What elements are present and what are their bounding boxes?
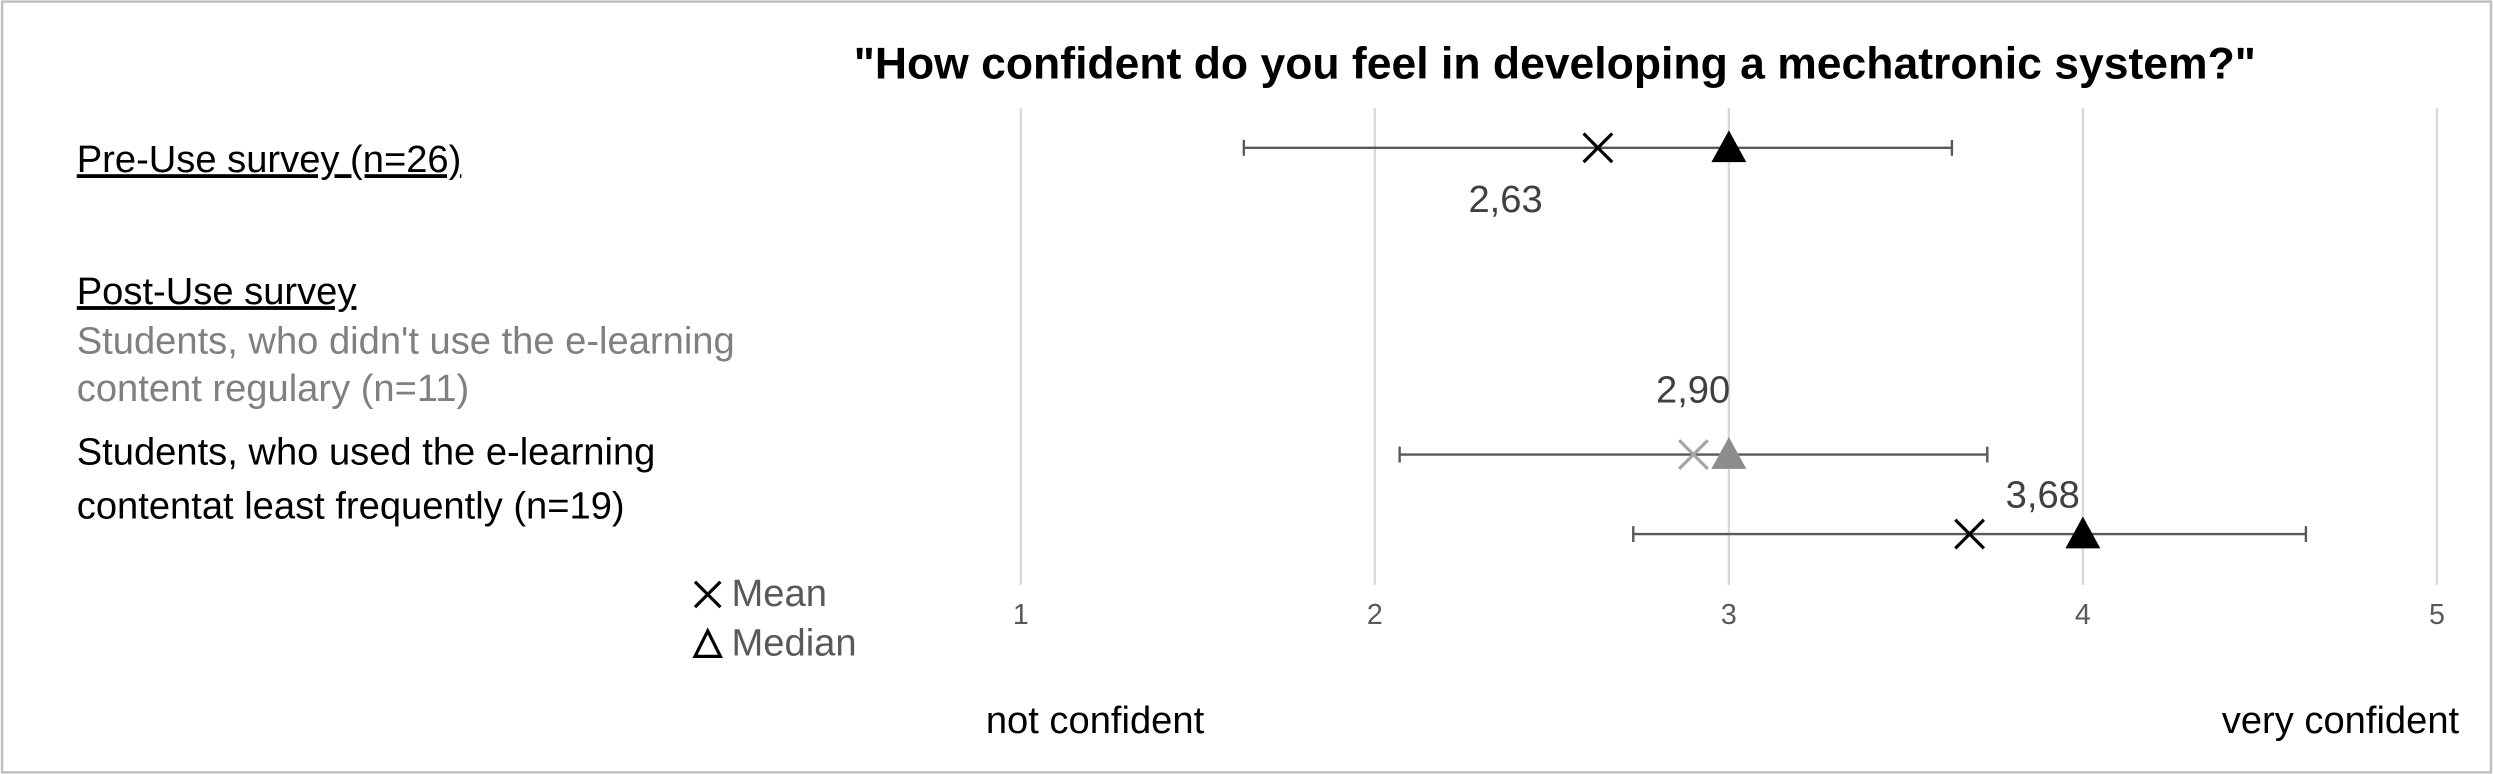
x-tick-label: 1 xyxy=(1013,599,1029,631)
mean-marker xyxy=(1582,132,1614,164)
x-tick-label: 3 xyxy=(1721,599,1737,631)
legend-median-icon xyxy=(692,627,724,658)
median-marker xyxy=(1711,130,1747,163)
series-name: contentat least frequently (n=19) xyxy=(77,485,625,528)
x-tick-label: 5 xyxy=(2429,599,2445,631)
x-tick-label: 2 xyxy=(1367,599,1383,631)
mean-marker xyxy=(1678,439,1709,470)
x-label-low: not confident xyxy=(986,699,1205,742)
series-name: Students, who didn't use the e-learning xyxy=(77,319,735,362)
mean-marker xyxy=(1954,518,1986,550)
median-marker xyxy=(1711,437,1747,469)
x-tick-label: 4 xyxy=(2075,599,2091,631)
series-name: Pre-Use survey (n=26) xyxy=(77,138,462,181)
median-marker xyxy=(2065,516,2101,549)
data-label: 2,63 xyxy=(1468,178,1542,221)
data-label: 2,90 xyxy=(1656,369,1730,412)
series-name: content regulary (n=11) xyxy=(77,367,469,410)
group-header: Post-Use survey xyxy=(77,270,357,313)
chart-title: "How confident do you feel in developing… xyxy=(854,40,2256,89)
x-label-high: very confident xyxy=(2222,699,2460,742)
legend-mean-icon xyxy=(693,580,722,609)
legend-median: Median xyxy=(732,621,857,664)
series-name: Students, who used the e-learning xyxy=(77,431,656,474)
legend: Mean Median xyxy=(692,572,857,664)
data-label: 3,68 xyxy=(2006,474,2080,517)
legend-mean: Mean xyxy=(732,572,827,615)
